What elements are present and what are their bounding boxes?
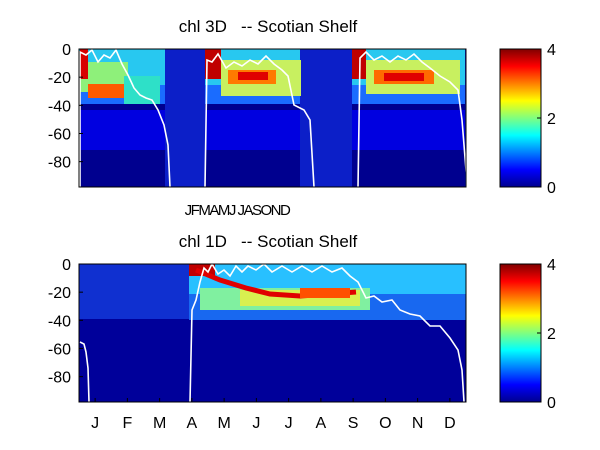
- y-tick-label: -20: [48, 285, 71, 302]
- colorbar-tick-label: 0: [547, 180, 556, 197]
- colorbar-tick-label: 0: [547, 395, 556, 412]
- x-tick-label: M: [153, 415, 166, 432]
- y-tick-label: -80: [48, 370, 71, 387]
- mixed-layer-depth-line-1d: [79, 264, 465, 402]
- x-tick-label: S: [348, 415, 359, 432]
- y-tick-label: -20: [48, 70, 71, 87]
- mixed-layer-depth-line-3d: [79, 49, 466, 187]
- y-axis-1d: 0 -20 -40 -60 -80: [48, 257, 83, 387]
- colorbar-3d: 0 2 4: [499, 42, 556, 197]
- colorbar-gradient-1d: [499, 263, 542, 403]
- heatmap-3d: [79, 49, 466, 187]
- bloom-1-core: [88, 84, 124, 98]
- y-tick-label: 0: [62, 42, 71, 59]
- panel-chl-3d: chl 3D -- Scotian Shelf: [48, 17, 556, 219]
- bloom-1-tail: [124, 76, 160, 104]
- x-tick-label: O: [379, 415, 391, 432]
- y-tick-label: -80: [48, 155, 71, 172]
- chart-title-1d: chl 1D -- Scotian Shelf: [179, 232, 358, 251]
- heatmap-1d: [79, 264, 466, 402]
- y-tick-label: -40: [48, 313, 71, 330]
- winter-gap-2: [300, 49, 352, 187]
- x-tick-label: D: [444, 415, 456, 432]
- colorbar-ticks-3d: 0 2 4: [537, 42, 556, 197]
- colorbar-tick-label: 4: [547, 42, 556, 59]
- x-tick-label: J: [91, 415, 99, 432]
- axes-frame-1d: [78, 263, 467, 403]
- x-tick-label: N: [412, 415, 424, 432]
- y-tick-label: 0: [62, 257, 71, 274]
- y-tick-label: -60: [48, 341, 71, 358]
- x-tick-labels-3d: JFMAMJ JASOND: [185, 202, 291, 219]
- colorbar-tick-label: 2: [547, 111, 556, 128]
- x-tick-label: A: [187, 415, 198, 432]
- x-tick-label: J: [285, 415, 293, 432]
- axes-frame-3d: [78, 48, 467, 188]
- x-tick-label: J: [252, 415, 260, 432]
- colorbar-tick-label: 4: [547, 257, 556, 274]
- chart-title-3d: chl 3D -- Scotian Shelf: [179, 17, 358, 36]
- colorbar-tick-label: 2: [547, 326, 556, 343]
- x-tick-label: A: [316, 415, 327, 432]
- winter-shallow-1d: [79, 264, 189, 319]
- colorbar-ticks-1d: 0 2 4: [537, 257, 556, 412]
- late-bloom-1d: [300, 288, 350, 298]
- x-tick-label: F: [122, 415, 132, 432]
- background-mid-3d: [79, 110, 466, 150]
- bloom-3-hot: [384, 73, 424, 81]
- x-tick-label: M: [217, 415, 230, 432]
- panel-chl-1d: chl 1D -- Scotian Shelf 0 -20 -40 -60 -80 J F…: [48, 232, 556, 432]
- colorbar-gradient-3d: [499, 48, 542, 188]
- bloom-2-hot: [238, 72, 268, 80]
- colorbar-1d: 0 2 4: [499, 257, 556, 412]
- winter-gap-1: [165, 49, 205, 187]
- bloom-1-spring: [80, 49, 88, 79]
- y-axis-3d: 0 -20 -40 -60 -80: [48, 42, 83, 172]
- y-tick-label: -40: [48, 98, 71, 115]
- y-tick-label: -60: [48, 126, 71, 143]
